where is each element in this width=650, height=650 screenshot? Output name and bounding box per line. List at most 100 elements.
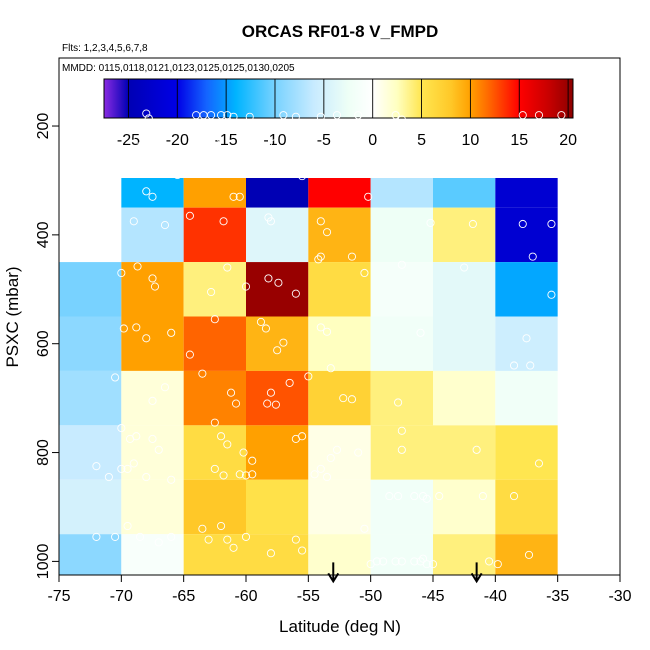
observation-point [226,388,236,397]
heatmap-cell [433,316,496,371]
observation-point [154,538,163,547]
observation-point [223,263,232,272]
observation-point [279,111,288,120]
observation-point [314,255,323,264]
arrow-markers [327,562,483,584]
x-tick-label: -65 [172,588,195,605]
heatmap-cell [246,262,309,317]
observation-point [394,398,403,407]
observation-point [117,268,126,278]
x-tick-label: -45 [421,588,444,605]
colorbar-tick-label: -25 [117,132,140,149]
y-tick-label: 1000 [35,543,52,579]
observation-point [207,287,216,297]
heatmap-cell [370,425,433,480]
observation-point [397,426,406,435]
heatmap-cell [433,425,496,480]
observation-point [104,472,113,482]
observation-point [518,111,527,120]
colorbar-tick-label: 10 [462,132,480,149]
observation-point [291,112,300,121]
observation-point [148,149,157,158]
colorbar-tick-label: 5 [417,132,426,149]
heatmap-cell [183,479,246,535]
heatmap-cell [246,425,309,480]
heatmap-cell [308,207,371,263]
observation-point [256,317,266,326]
observation-point [185,350,194,359]
observation-point [210,138,219,147]
observation-point [310,470,319,479]
observation-point [210,315,219,324]
observation-point [263,399,272,408]
heatmap-cell [308,534,371,575]
heatmap-cell [59,262,122,317]
observation-point [391,557,400,566]
observation-point [468,219,477,229]
x-tick-label: -60 [234,588,257,605]
observation-point [485,557,494,566]
observation-point [397,127,406,136]
heatmap-cell [433,262,496,317]
heatmap-cell [495,370,558,426]
observation-point [123,464,132,473]
y-tick-label: 200 [35,113,52,140]
heatmap-cell [59,316,122,371]
observation-point [364,192,373,201]
observation-point [129,217,138,226]
observation-point [557,111,566,120]
observation-point [385,492,394,501]
observation-point [428,560,438,569]
x-tick-label: -35 [546,588,569,605]
observation-point [478,492,487,501]
colorbar-tick-label: -10 [263,132,286,149]
observation-point [397,260,406,269]
observation-point [509,492,519,501]
observation-point [148,274,157,283]
observation-point [248,121,257,131]
heatmap-cell [495,178,558,208]
observation-point [167,532,176,541]
observation-point [160,221,170,230]
observation-point [92,532,101,541]
observation-point [418,554,428,563]
observation-point [397,445,406,454]
observation-point [354,111,363,120]
observation-point [379,557,388,566]
colorbar: -25 -20 -15 -10 -5 0 5 10 15 20 [103,78,577,149]
observation-point [148,396,157,405]
heatmap-cell [183,178,246,208]
heatmap-cell [121,534,184,575]
heatmap-cell [59,534,122,575]
observation-point [316,464,325,473]
observation-point [111,532,120,541]
x-axis-label: Latitude (deg N) [279,617,401,636]
heatmap-cell [246,479,309,535]
observation-point [142,187,151,196]
observation-point [229,112,238,121]
observation-point [245,112,254,121]
heatmap-cell [370,262,433,317]
observation-point [460,263,469,272]
observation-point [410,557,419,566]
observation-point [217,521,226,531]
observation-point [528,252,537,261]
observation-point [372,557,381,566]
dates-subtitle: MMDD: 0115,0118,0121,0123,0125,0125,0130… [62,63,295,74]
observation-point [132,432,141,441]
x-tick-label: -30 [608,588,631,605]
observation-point [559,388,568,397]
heatmap-cell [495,534,558,575]
chart-title: ORCAS RF01-8 V_FMPD [242,22,438,41]
observation-point [291,535,300,544]
heatmap-cell [246,178,309,208]
observation-point [198,524,207,533]
observation-point [332,445,342,454]
heatmap-cell [59,479,122,535]
observation-point [316,112,325,121]
observation-point [273,346,282,355]
observation-point [150,282,160,291]
y-tick-label: 600 [35,330,52,357]
observation-points [92,109,568,569]
observation-point [133,262,142,271]
